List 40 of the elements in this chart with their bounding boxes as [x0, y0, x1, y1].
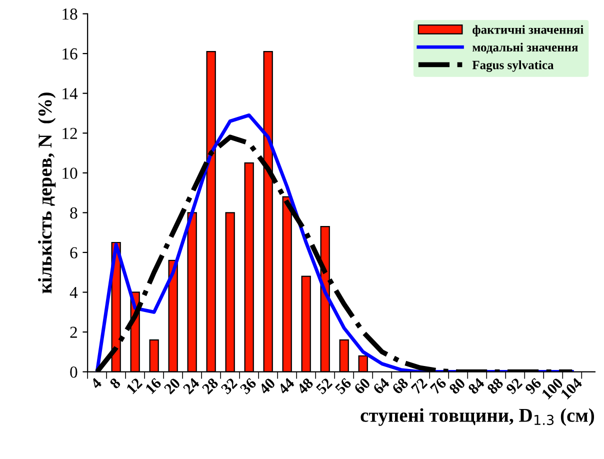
y-tick-label: 18 [62, 8, 78, 20]
x-tick-label: 24 [182, 377, 200, 394]
x-tick-label: 16 [144, 377, 162, 394]
x-tick-label: 92 [505, 377, 523, 395]
legend-label: модальні значення [472, 42, 578, 54]
x-tick-label: 36 [240, 377, 257, 395]
y-tick-label: 0 [70, 366, 78, 378]
x-tick-label: 40 [258, 377, 276, 395]
x-tick-label: 48 [296, 377, 314, 395]
y-tick-label: 10 [62, 168, 78, 179]
x-tick-label: 76 [430, 377, 447, 394]
x-tick-label: 44 [277, 377, 295, 395]
x-tick-label: 80 [448, 377, 466, 395]
legend-label: Fagus sylvatica [472, 60, 554, 72]
y-tick-label: 16 [62, 48, 78, 60]
x-tick-label: 68 [392, 377, 409, 395]
y-axis-title: кількість дерев, N (%) [38, 92, 56, 294]
y-tick-label: 12 [62, 128, 77, 139]
x-tick-label: 8 [109, 377, 122, 390]
y-tick-label: 14 [62, 88, 78, 100]
x-tick-label: 96 [524, 377, 542, 395]
legend-label: фактичні значенняі [472, 25, 584, 36]
x-tick-label: 28 [202, 377, 219, 395]
x-tick-label: 20 [164, 377, 181, 395]
y-tick-label: 2 [70, 326, 77, 338]
x-tick-label: 88 [486, 377, 504, 395]
x-tick-label: 12 [126, 377, 143, 394]
y-tick-label: 8 [70, 207, 78, 219]
x-tick-label: 84 [468, 377, 486, 395]
x-tick-label: 56 [334, 377, 352, 395]
x-tick-label: 60 [353, 377, 371, 395]
x-axis-title: ступені товщини, D$_{1.3}$ (см) [360, 408, 594, 426]
x-tick-label: 64 [372, 377, 390, 395]
y-tick-label: 6 [70, 247, 78, 258]
x-tick-label: 104 [560, 377, 583, 400]
x-tick-label: 32 [220, 377, 238, 395]
x-tick-label: 52 [316, 377, 333, 395]
x-tick-label: 4 [90, 377, 102, 390]
x-tick-label: 72 [410, 377, 428, 394]
y-tick-label: 4 [70, 287, 78, 298]
